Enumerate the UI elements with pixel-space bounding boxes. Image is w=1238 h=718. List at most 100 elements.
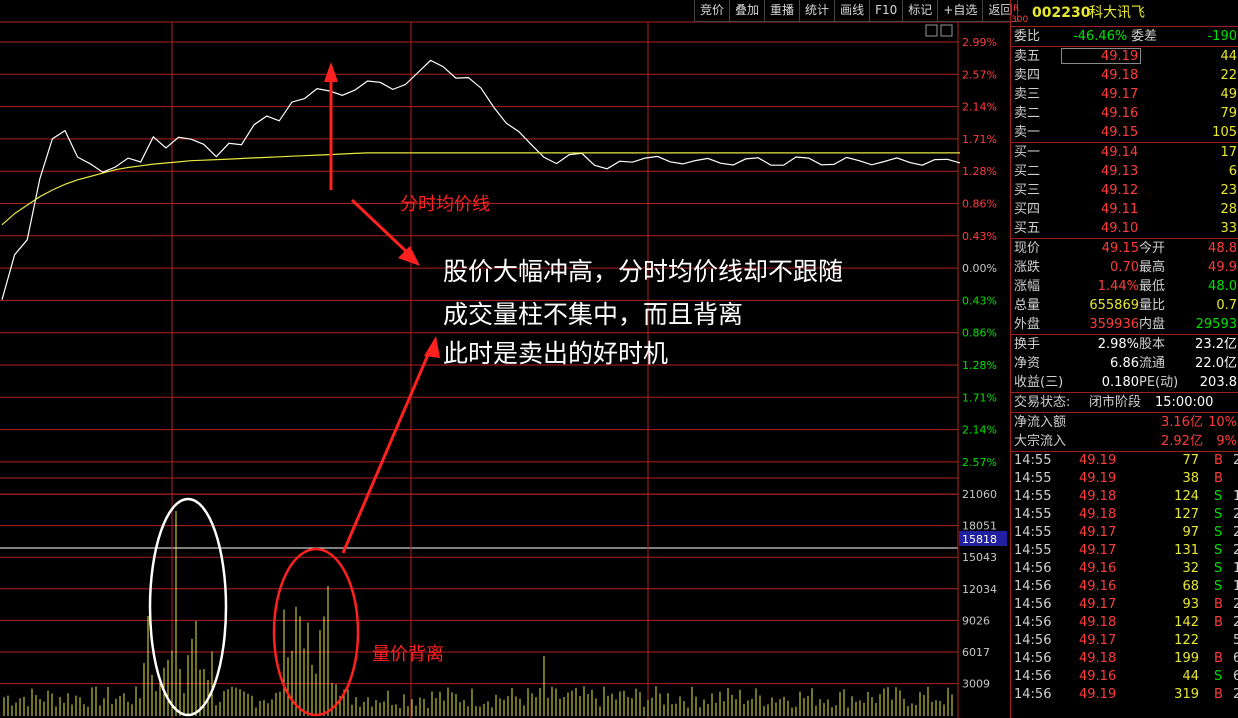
- tick-time: 14:56: [1014, 633, 1052, 648]
- toolbar-button-5[interactable]: F10: [870, 0, 904, 22]
- tick-volume: 77: [1182, 453, 1199, 468]
- avg-line-label: 分时均价线: [400, 194, 490, 215]
- toolbar-button-7[interactable]: +自选: [938, 0, 984, 22]
- tick-row: 14:56 49.19 319 B2: [1011, 686, 1238, 704]
- tick-volume: 199: [1174, 651, 1199, 666]
- trade-status-row: 交易状态: 闭市阶段 15:00:00: [1011, 393, 1238, 412]
- quote-label: 现价: [1014, 241, 1041, 256]
- fundamental-row: 收益(三) 0.180 PE(动) 203.8: [1011, 373, 1238, 392]
- fund-value: 2.98%: [1097, 337, 1139, 352]
- flow-pct: 10%: [1208, 415, 1237, 430]
- price-lines: [1, 59, 961, 300]
- tick-extra: 2: [1233, 614, 1238, 632]
- quote-panel: R 300 002230 科大讯飞 委比 -46.46% 委差 -190 卖五 4…: [1010, 0, 1238, 718]
- tick-side: S: [1214, 507, 1223, 522]
- buy-row: 买五 49.10 33: [1011, 219, 1238, 238]
- sell-volume: 44: [1220, 49, 1237, 64]
- tick-row: 14:56 49.16 68 S1: [1011, 578, 1238, 596]
- fundamental-row: 净资 6.86 流通 22.0亿: [1011, 354, 1238, 373]
- tick-extra: 2: [1233, 596, 1238, 614]
- quote-value: 655869: [1089, 298, 1139, 313]
- badge-top: R: [1013, 4, 1020, 14]
- flow-label: 大宗流入: [1014, 434, 1067, 449]
- tick-volume: 127: [1174, 507, 1199, 522]
- y-tick-label: 1.28%: [962, 359, 997, 372]
- toolbar-button-1[interactable]: 叠加: [730, 0, 766, 22]
- tick-time: 14:56: [1014, 615, 1052, 630]
- tick-price: 49.17: [1079, 633, 1117, 648]
- tick-price: 49.18: [1079, 651, 1117, 666]
- tick-time: 14:55: [1014, 507, 1052, 522]
- toolbar-button-2[interactable]: 重播: [765, 0, 801, 22]
- tick-time: 14:56: [1014, 579, 1052, 594]
- sell-price: 49.19: [1101, 49, 1139, 64]
- buy-row: 买二 49.13 6: [1011, 162, 1238, 181]
- buy-label: 买四: [1014, 202, 1041, 217]
- annotation-line-3: 此时是卖出的好时机: [443, 339, 668, 368]
- white-ellipse: [148, 497, 228, 717]
- sell-volume: 22: [1220, 68, 1237, 83]
- tick-side: S: [1214, 525, 1223, 540]
- sell-row: 卖五 49.19 44: [1011, 47, 1238, 66]
- buy-row: 买四 49.11 28: [1011, 200, 1238, 219]
- volume-cursor-box: [959, 531, 1007, 546]
- volume-tick-label: 12034: [962, 583, 997, 596]
- toolbar-button-0[interactable]: 竞价: [695, 0, 731, 22]
- trade-status-value: 闭市阶段: [1089, 395, 1142, 410]
- tick-row: 14:55 49.19 77 B2: [1011, 452, 1238, 470]
- tick-extra: 2: [1233, 686, 1238, 704]
- volume-tick-label: 9026: [962, 614, 990, 627]
- tick-row: 14:55 49.18 127 S2: [1011, 506, 1238, 524]
- arrow-from-volume: [341, 349, 432, 554]
- y-tick-label: 2.99%: [962, 36, 997, 49]
- buy-price: 49.12: [1101, 183, 1139, 198]
- quote-row: 涨跌 0.70 最高 49.9: [1011, 258, 1238, 277]
- y-tick-label: 0.86%: [962, 327, 997, 340]
- tick-price: 49.17: [1079, 597, 1117, 612]
- stock-header: R 300 002230 科大讯飞: [1011, 0, 1238, 26]
- sell-label: 卖一: [1014, 125, 1041, 140]
- zoom-in-icon[interactable]: [925, 24, 938, 37]
- toolbar-button-8[interactable]: 返回: [983, 0, 1019, 22]
- y-tick-label: 2.14%: [962, 424, 997, 437]
- tick-time: 14:55: [1014, 471, 1052, 486]
- toolbar-button-4[interactable]: 画线: [835, 0, 871, 22]
- y-tick-label: 2.57%: [962, 68, 997, 81]
- fund-label: 流通: [1139, 356, 1166, 371]
- tick-extra: 2: [1233, 452, 1238, 470]
- toolbar-button-6[interactable]: 标记: [903, 0, 939, 22]
- tick-price: 49.18: [1079, 507, 1117, 522]
- tick-extra: 1: [1233, 488, 1238, 506]
- buy-row: 买一 49.14 17: [1011, 143, 1238, 162]
- arrow-head: [398, 246, 420, 266]
- tick-list: 14:5549.1977B214:5549.1938B14:5549.18124…: [1011, 452, 1238, 704]
- sell-label: 卖三: [1014, 87, 1041, 102]
- sell-label: 卖二: [1014, 106, 1041, 121]
- tick-row: 14:56 49.17 122 5: [1011, 632, 1238, 650]
- tick-price: 49.18: [1079, 615, 1117, 630]
- flow-value: 2.92亿: [1161, 434, 1203, 449]
- toolbar-button-3[interactable]: 统计: [800, 0, 836, 22]
- quote-label: 最低: [1139, 279, 1166, 294]
- tick-volume: 68: [1182, 579, 1199, 594]
- y-tick-label: 2.14%: [962, 101, 997, 114]
- fund-label: 股本: [1139, 337, 1166, 352]
- quote-value: 0.70: [1110, 260, 1139, 275]
- fundamentals: 换手 2.98% 股本 23.2亿 净资 6.86 流通 22.0亿 收益(三) 0.180 PE(…: [1011, 335, 1238, 392]
- tick-time: 14:56: [1014, 687, 1052, 702]
- tick-price: 49.16: [1079, 669, 1117, 684]
- tick-price: 49.19: [1079, 453, 1117, 468]
- tick-price: 49.16: [1079, 561, 1117, 576]
- tick-side: B: [1214, 687, 1223, 702]
- flow-row: 净流入额 3.16亿 10%: [1011, 413, 1238, 432]
- buy-price: 49.14: [1101, 145, 1139, 160]
- quote-label: 外盘: [1014, 317, 1041, 332]
- volume-bars: [3, 511, 953, 716]
- tick-time: 14:56: [1014, 669, 1052, 684]
- tick-row: 14:56 49.16 44 S6: [1011, 668, 1238, 686]
- arrow-head: [324, 62, 338, 82]
- zoom-out-icon[interactable]: [940, 24, 953, 37]
- tick-volume: 32: [1182, 561, 1199, 576]
- buy-price: 49.11: [1101, 202, 1139, 217]
- quote-value: 48.8: [1208, 241, 1237, 256]
